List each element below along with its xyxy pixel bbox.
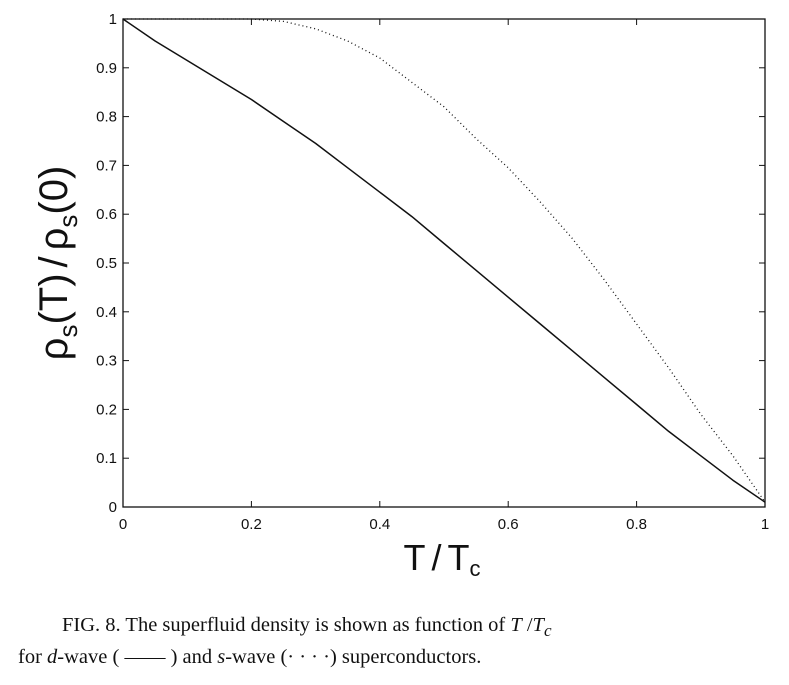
caption-s: s bbox=[217, 646, 226, 669]
y-label-arg-0: (0) bbox=[32, 166, 76, 215]
caption-line-2: for d-wave ( —— ) and s-wave (· · · ·) s… bbox=[18, 644, 778, 671]
y-axis-label: ρs(T)/ρs(0) bbox=[32, 166, 83, 361]
caption-tc-var: T bbox=[532, 614, 544, 636]
y-axis-ticks: 0 0.1 0.2 0.3 0.4 0.5 0.6 0.7 0.8 0.9 1 bbox=[96, 11, 765, 516]
caption-tc-sub: c bbox=[543, 621, 552, 641]
y-tick-label: 0.1 bbox=[96, 450, 117, 467]
caption-text-1: The superfluid density is shown as funct… bbox=[120, 614, 511, 636]
x-tick-label: 1 bbox=[761, 516, 769, 533]
x-label-tc: T bbox=[448, 537, 470, 578]
s-wave-dotted-line bbox=[123, 18, 766, 503]
plot-frame bbox=[122, 18, 766, 508]
y-label-sub-s: s bbox=[53, 325, 83, 338]
x-tick-label: 0.2 bbox=[241, 516, 262, 533]
series-layer bbox=[122, 18, 766, 503]
x-label-t: T bbox=[403, 537, 425, 578]
caption-dwave: -wave ( bbox=[57, 646, 125, 669]
y-label-rho-2: ρ bbox=[32, 228, 76, 251]
d-wave-solid-line bbox=[122, 18, 766, 503]
y-label-rho: ρ bbox=[32, 338, 76, 361]
x-tick-label: 0.8 bbox=[626, 516, 647, 533]
y-tick-label: 0.8 bbox=[96, 109, 117, 126]
x-label-sep: / bbox=[431, 537, 441, 578]
y-tick-label: 0.5 bbox=[96, 255, 117, 272]
caption-end: ) superconductors. bbox=[329, 646, 482, 669]
caption-line-1: FIG. 8. The superfluid density is shown … bbox=[18, 612, 778, 644]
y-tick-label: 0.7 bbox=[96, 157, 117, 174]
x-tick-label: 0.6 bbox=[498, 516, 519, 533]
y-label-arg-t: (T) bbox=[32, 273, 76, 324]
figure-caption: FIG. 8. The superfluid density is shown … bbox=[18, 612, 778, 671]
y-tick-label: 0.6 bbox=[96, 206, 117, 223]
caption-t-var: T bbox=[510, 614, 522, 636]
caption-dot-mark: · · · · bbox=[287, 646, 330, 669]
y-tick-label: 1 bbox=[109, 11, 117, 28]
y-tick-label: 0.3 bbox=[96, 353, 117, 370]
y-label-sep: / bbox=[32, 255, 76, 267]
caption-swave: -wave ( bbox=[225, 646, 288, 669]
x-label-sub-c: c bbox=[470, 556, 481, 581]
x-tick-label: 0 bbox=[119, 516, 127, 533]
x-tick-label: 0.4 bbox=[369, 516, 390, 533]
caption-d: d bbox=[47, 646, 58, 669]
caption-solid-mark: —— bbox=[124, 646, 166, 669]
y-tick-label: 0 bbox=[109, 499, 117, 516]
x-axis-ticks: 0 0.2 0.4 0.6 0.8 1 bbox=[119, 19, 769, 533]
y-tick-label: 0.9 bbox=[96, 60, 117, 77]
x-axis-label: T / Tc bbox=[403, 537, 480, 581]
caption-slash: / bbox=[521, 614, 533, 636]
caption-for: for bbox=[18, 646, 48, 669]
caption-fig-label: FIG. 8. bbox=[62, 614, 121, 636]
caption-and: ) and bbox=[165, 646, 218, 669]
y-label-sub-s-2: s bbox=[53, 215, 83, 228]
y-tick-label: 0.4 bbox=[96, 304, 117, 321]
y-tick-label: 0.2 bbox=[96, 401, 117, 418]
